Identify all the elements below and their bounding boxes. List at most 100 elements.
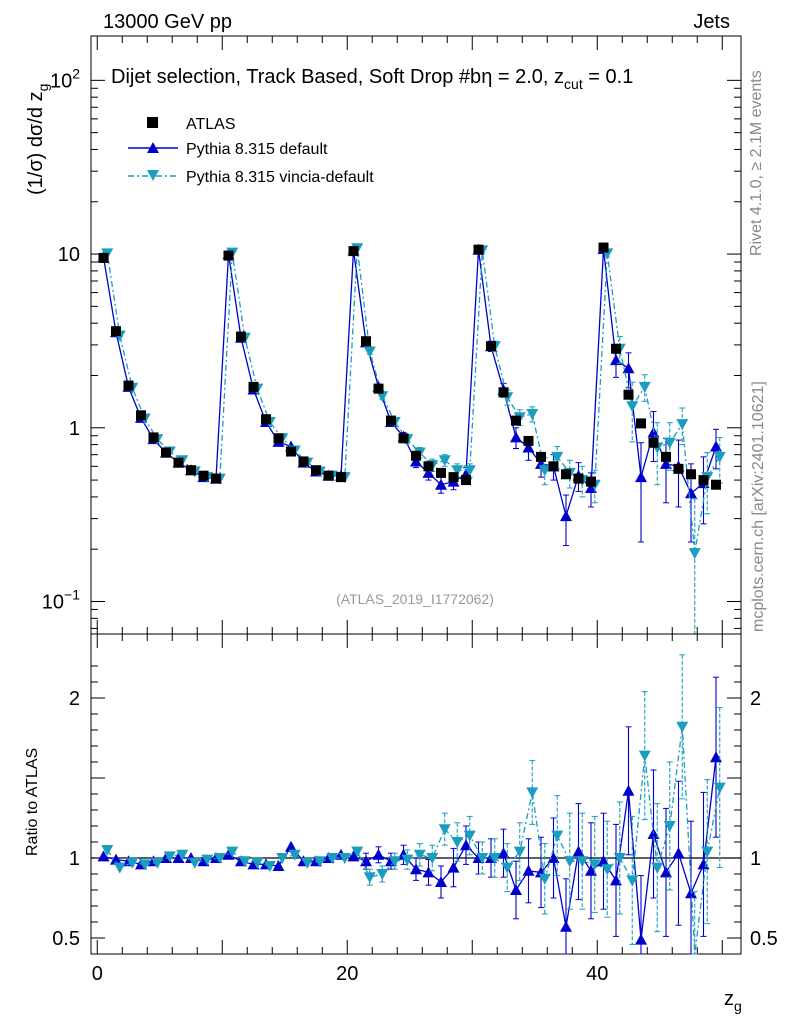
atlas-point [486, 341, 496, 352]
vincia-point [713, 451, 726, 463]
ratio-vincia-point [638, 750, 651, 762]
ratio-vincia-point [363, 872, 376, 884]
default-point [710, 440, 722, 452]
default-point [510, 431, 522, 443]
ratio-vincia-point [501, 862, 514, 874]
atlas-point [98, 252, 109, 263]
atlas-point [586, 476, 596, 487]
ratio-vincia-point [576, 856, 589, 868]
default-point [560, 510, 572, 522]
ratio-default-point [597, 855, 610, 867]
ratio-tick-label: 0.5 [52, 928, 80, 950]
ratio-vincia-point [151, 857, 164, 869]
atlas-point [348, 246, 359, 257]
ratio-vincia-point [613, 853, 626, 864]
ratio-y-axis-label: Ratio to ATLAS [24, 748, 41, 856]
ratio-tick-label-right: 1 [750, 848, 761, 870]
atlas-point [598, 242, 609, 253]
atlas-point [286, 446, 296, 457]
ratio-default-point [697, 858, 710, 870]
default-point [660, 457, 672, 469]
ratio-vincia-point [476, 853, 489, 864]
ratio-vincia-point [176, 849, 189, 861]
atlas-point [498, 387, 509, 398]
vincia-point [463, 465, 476, 477]
atlas-point [211, 473, 221, 484]
ratio-vincia-point [588, 859, 601, 871]
ratio-vincia-point [238, 856, 251, 868]
atlas-point [523, 435, 534, 446]
legend-item-pythia-vincia: Pythia 8.315 vincia-default [128, 169, 374, 186]
vincia-point [551, 451, 564, 463]
ratio-tick-label-right: 2 [750, 688, 761, 710]
main-panel: 10−1 1 10 102 [42, 35, 742, 635]
atlas-point [548, 461, 559, 472]
ratio-default-point [285, 840, 297, 852]
ratio-vincia-point [463, 830, 476, 842]
legend-default-label: Pythia 8.315 default [186, 141, 328, 158]
ratio-vincia-point [513, 846, 526, 858]
vincia-point [688, 548, 701, 560]
atlas-point [573, 473, 584, 484]
ratio-vincia-point [251, 857, 264, 869]
x-axis-label: zg [724, 988, 742, 1014]
ratio-default-point [372, 848, 385, 860]
ratio-vincia-point [526, 787, 539, 799]
vincia-point [663, 437, 676, 449]
atlas-point [536, 451, 546, 462]
atlas-point [298, 456, 309, 467]
y-tick-label: 10 [58, 244, 80, 266]
legend-item-pythia-default: Pythia 8.315 default [128, 141, 328, 158]
atlas-point [448, 472, 459, 483]
ratio-default-point [622, 784, 635, 796]
atlas-point [561, 469, 571, 480]
vincia-point [638, 381, 651, 393]
ratio-vincia-point [651, 862, 664, 874]
ratio-vincia-point [438, 824, 451, 836]
ratio-tick-label-right: 0.5 [750, 928, 778, 950]
atlas-point [711, 479, 721, 490]
ratio-vincia-point [113, 862, 126, 874]
atlas-point [436, 467, 446, 478]
ratio-default-point [460, 839, 472, 851]
ratio-vincia-point [213, 853, 226, 864]
ratio-default-point [572, 845, 585, 857]
ratio-vincia-point [451, 837, 464, 848]
default-point [622, 362, 635, 374]
ratio-vincia-point [376, 869, 389, 880]
ratio-vincia-point [126, 857, 139, 869]
atlas-point [248, 381, 259, 392]
ratio-default-point [710, 751, 722, 763]
ratio-vincia-point [538, 873, 551, 885]
atlas-point [361, 336, 371, 347]
ratio-vincia-point [388, 856, 401, 868]
atlas-point [373, 383, 384, 394]
ratio-layer: 0 20 40 0.5 0.5 1 1 2 2 [52, 634, 778, 985]
legend-default-marker [147, 142, 159, 153]
vincia-point [538, 465, 551, 477]
header-right: Jets [693, 11, 730, 33]
ratio-default-point [172, 852, 185, 863]
ratio-vincia-point [138, 859, 151, 871]
ratio-vincia-point [163, 851, 176, 863]
default-point [522, 441, 535, 453]
atlas-point [673, 463, 684, 474]
header-left: 13000 GeV pp [103, 11, 232, 33]
ratio-vincia-point [301, 857, 314, 869]
default-point [635, 471, 647, 483]
ratio-vincia-point [426, 853, 439, 864]
ratio-vincia-point [326, 853, 339, 864]
ratio-vincia-point [551, 830, 564, 842]
atlas-point [636, 418, 646, 429]
ratio-default-point [522, 864, 535, 876]
ratio-vincia-point [226, 846, 239, 858]
ratio-default-point [635, 933, 647, 945]
default-point [422, 466, 435, 478]
plot-title: Dijet selection, Track Based, Soft Drop … [111, 66, 633, 92]
ratio-default-point [585, 864, 597, 876]
ratio-default-point [660, 866, 672, 878]
ratio-default-point [272, 860, 285, 871]
atlas-point [161, 447, 171, 458]
ratio-default-point [672, 847, 685, 859]
ratio-vincia-point [626, 875, 639, 887]
